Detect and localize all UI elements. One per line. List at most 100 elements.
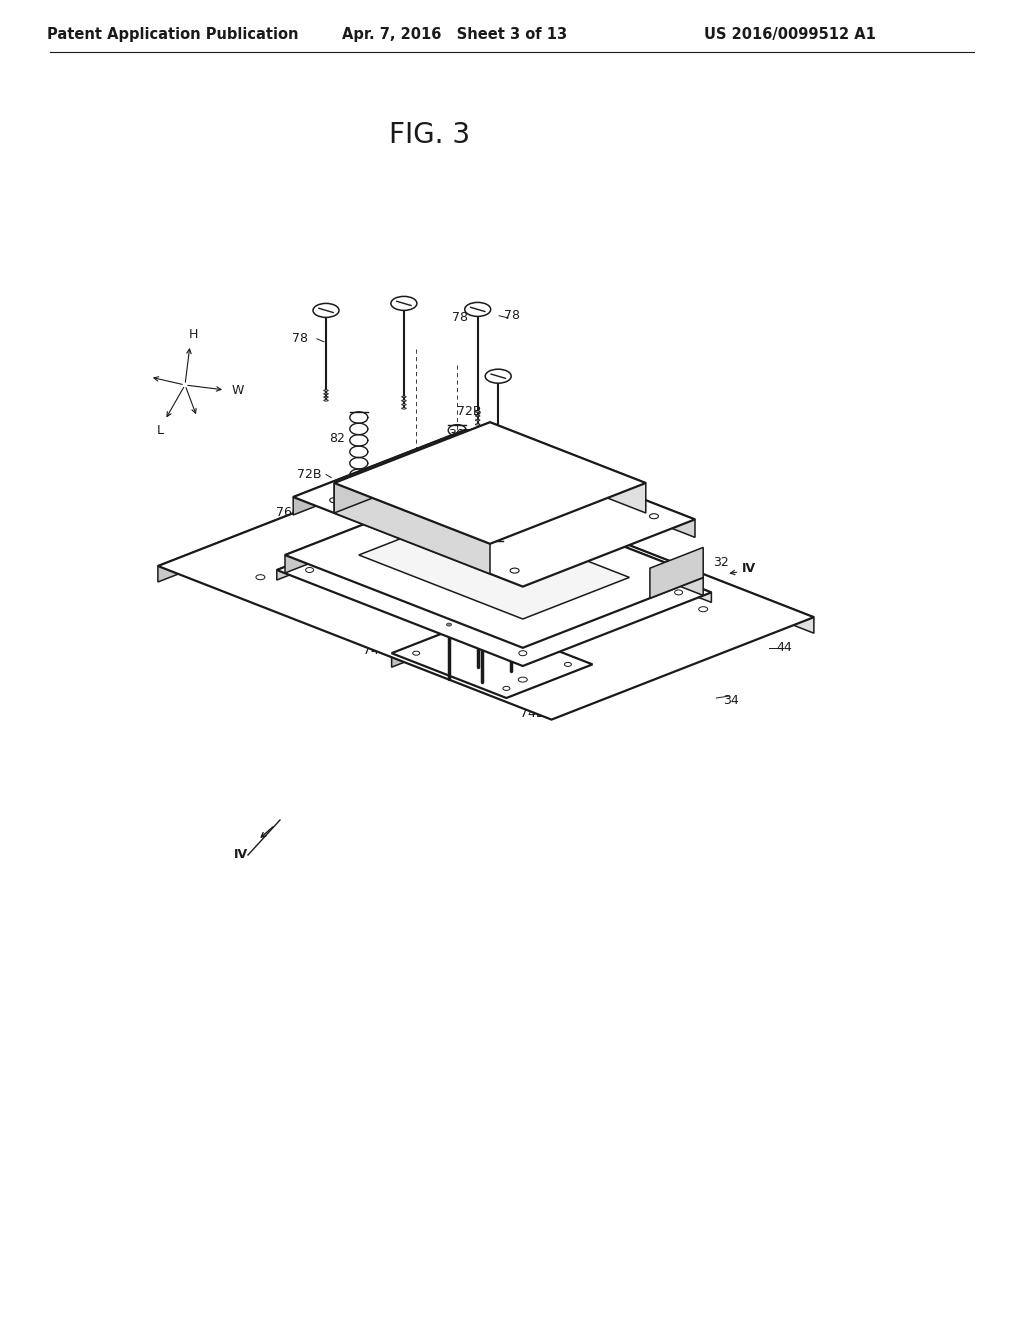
Ellipse shape — [698, 607, 708, 611]
Text: 76: 76 — [688, 583, 705, 597]
Ellipse shape — [324, 400, 329, 401]
Ellipse shape — [496, 451, 501, 453]
Ellipse shape — [446, 623, 452, 626]
Text: 76C: 76C — [276, 506, 301, 519]
Ellipse shape — [479, 626, 484, 630]
Text: 82: 82 — [487, 483, 503, 496]
Text: 48A: 48A — [472, 543, 497, 556]
Text: 72A: 72A — [590, 578, 614, 590]
Ellipse shape — [519, 651, 526, 656]
Text: 36: 36 — [508, 536, 524, 549]
Polygon shape — [465, 430, 695, 537]
Text: 74: 74 — [600, 663, 616, 676]
Text: 34: 34 — [724, 693, 739, 706]
Text: 74C: 74C — [364, 631, 388, 644]
Text: 78: 78 — [504, 309, 520, 322]
Text: 44B: 44B — [599, 591, 624, 605]
Text: 78: 78 — [453, 312, 468, 325]
Ellipse shape — [401, 396, 407, 397]
Polygon shape — [420, 463, 814, 634]
Polygon shape — [416, 577, 540, 626]
Text: 76B: 76B — [684, 598, 709, 611]
Text: Patent Application Publication: Patent Application Publication — [47, 28, 299, 42]
Text: 72B: 72B — [297, 469, 322, 480]
Ellipse shape — [475, 411, 480, 412]
Ellipse shape — [475, 612, 480, 615]
Text: 74B: 74B — [520, 708, 545, 721]
Ellipse shape — [496, 454, 501, 455]
Ellipse shape — [475, 424, 480, 425]
Polygon shape — [391, 619, 478, 667]
Ellipse shape — [401, 404, 407, 405]
Ellipse shape — [503, 686, 510, 690]
Polygon shape — [358, 513, 630, 619]
Text: 74: 74 — [537, 673, 552, 686]
Polygon shape — [490, 422, 646, 513]
Text: L: L — [157, 424, 164, 437]
Polygon shape — [276, 496, 712, 667]
Text: 52E: 52E — [530, 615, 555, 628]
Polygon shape — [334, 422, 490, 513]
Ellipse shape — [496, 458, 501, 459]
Ellipse shape — [477, 511, 486, 516]
Text: 36B: 36B — [447, 428, 472, 441]
Polygon shape — [391, 619, 593, 698]
Ellipse shape — [413, 651, 420, 655]
Text: 74B: 74B — [419, 626, 443, 638]
Text: 52D: 52D — [581, 651, 605, 663]
Polygon shape — [650, 548, 703, 598]
Ellipse shape — [485, 370, 511, 383]
Ellipse shape — [649, 513, 658, 519]
Ellipse shape — [469, 444, 478, 449]
Text: H: H — [188, 329, 198, 342]
Text: 74C: 74C — [495, 652, 519, 665]
Text: W: W — [231, 384, 244, 396]
Text: 50: 50 — [678, 612, 694, 626]
Ellipse shape — [330, 498, 339, 503]
Text: 72: 72 — [588, 562, 604, 576]
Ellipse shape — [465, 302, 490, 317]
Polygon shape — [285, 484, 703, 648]
Polygon shape — [465, 496, 712, 602]
Polygon shape — [276, 496, 465, 579]
Ellipse shape — [564, 663, 571, 667]
Polygon shape — [285, 484, 465, 573]
Ellipse shape — [475, 416, 480, 417]
Text: 74C: 74C — [520, 680, 545, 693]
Ellipse shape — [305, 568, 313, 573]
Text: 52D: 52D — [276, 544, 302, 557]
Text: US 2016/0099512 A1: US 2016/0099512 A1 — [705, 28, 876, 42]
Text: 76A: 76A — [312, 513, 337, 527]
Text: Apr. 7, 2016   Sheet 3 of 13: Apr. 7, 2016 Sheet 3 of 13 — [342, 28, 567, 42]
Polygon shape — [465, 484, 703, 595]
Text: 74A: 74A — [520, 696, 545, 708]
Text: 44: 44 — [776, 642, 792, 655]
Text: 74C: 74C — [527, 656, 552, 668]
Ellipse shape — [474, 627, 481, 631]
Ellipse shape — [508, 615, 513, 618]
Ellipse shape — [324, 389, 329, 391]
Text: 74C: 74C — [474, 622, 499, 635]
Polygon shape — [473, 548, 597, 597]
Text: 72B: 72B — [457, 405, 481, 418]
Ellipse shape — [391, 297, 417, 310]
Text: 30: 30 — [627, 595, 643, 609]
Polygon shape — [293, 430, 465, 515]
Ellipse shape — [518, 677, 527, 682]
Text: 72B: 72B — [578, 482, 601, 495]
Polygon shape — [334, 422, 646, 544]
Text: 46: 46 — [398, 569, 414, 582]
Text: 82: 82 — [329, 433, 345, 446]
Ellipse shape — [675, 590, 683, 595]
Ellipse shape — [436, 504, 445, 510]
Text: 52D: 52D — [609, 586, 634, 599]
Text: 32: 32 — [714, 556, 729, 569]
Ellipse shape — [256, 574, 265, 579]
Ellipse shape — [475, 420, 480, 421]
Text: 78: 78 — [292, 333, 308, 346]
Polygon shape — [158, 463, 814, 719]
Text: IV: IV — [741, 562, 756, 576]
Text: 72C: 72C — [421, 508, 445, 521]
Ellipse shape — [401, 400, 407, 401]
Ellipse shape — [324, 393, 329, 395]
